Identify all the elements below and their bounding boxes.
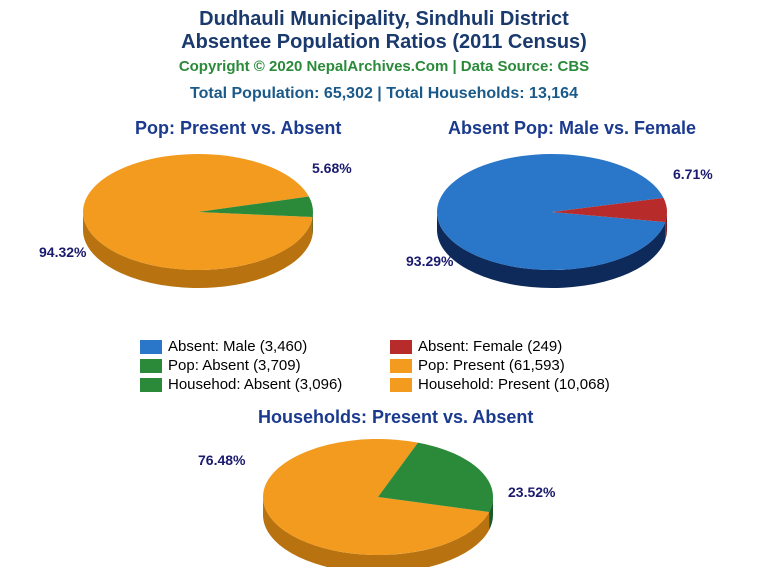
legend-row: Absent: Male (3,460) Absent: Female (249) — [140, 338, 640, 355]
totals-text: Total Population: 65,302 | Total Househo… — [0, 85, 768, 103]
legend-text: Absent: Male (3,460) — [168, 338, 307, 355]
title-line1: Dudhauli Municipality, Sindhuli District — [0, 0, 768, 31]
copyright-text: Copyright © 2020 NepalArchives.Com | Dat… — [0, 58, 768, 75]
chart3-label1: 76.48% — [198, 452, 245, 468]
chart3-title: Households: Present vs. Absent — [258, 407, 533, 428]
legend-text: Household: Present (10,068) — [418, 376, 610, 393]
legend-item: Pop: Absent (3,709) — [140, 357, 390, 374]
legend-row: Househod: Absent (3,096) Household: Prese… — [140, 376, 640, 393]
chart2-label2: 6.71% — [673, 166, 713, 182]
chart-container: Dudhauli Municipality, Sindhuli District… — [0, 0, 768, 576]
chart3-label2: 23.52% — [508, 484, 555, 500]
legend-item: Househod: Absent (3,096) — [140, 376, 390, 393]
legend-swatch — [140, 340, 162, 354]
legend-item: Absent: Male (3,460) — [140, 338, 390, 355]
legend-row: Pop: Absent (3,709) Pop: Present (61,593) — [140, 357, 640, 374]
legend-text: Pop: Absent (3,709) — [168, 357, 301, 374]
chart3-pie — [248, 427, 508, 567]
chart1-title: Pop: Present vs. Absent — [135, 118, 341, 139]
legend: Absent: Male (3,460) Absent: Female (249)… — [140, 338, 640, 395]
chart2-title: Absent Pop: Male vs. Female — [448, 118, 696, 139]
chart2-label1: 93.29% — [406, 253, 453, 269]
legend-swatch — [140, 378, 162, 392]
title-line2: Absentee Population Ratios (2011 Census) — [0, 31, 768, 54]
legend-text: Pop: Present (61,593) — [418, 357, 565, 374]
legend-text: Househod: Absent (3,096) — [168, 376, 342, 393]
legend-item: Household: Present (10,068) — [390, 376, 640, 393]
legend-text: Absent: Female (249) — [418, 338, 562, 355]
legend-item: Pop: Present (61,593) — [390, 357, 640, 374]
chart2-pie — [422, 142, 682, 302]
legend-swatch — [140, 359, 162, 373]
chart1-pie — [68, 142, 328, 302]
legend-swatch — [390, 359, 412, 373]
legend-swatch — [390, 378, 412, 392]
legend-swatch — [390, 340, 412, 354]
chart1-label2: 5.68% — [312, 160, 352, 176]
legend-item: Absent: Female (249) — [390, 338, 640, 355]
chart1-label1: 94.32% — [39, 244, 86, 260]
